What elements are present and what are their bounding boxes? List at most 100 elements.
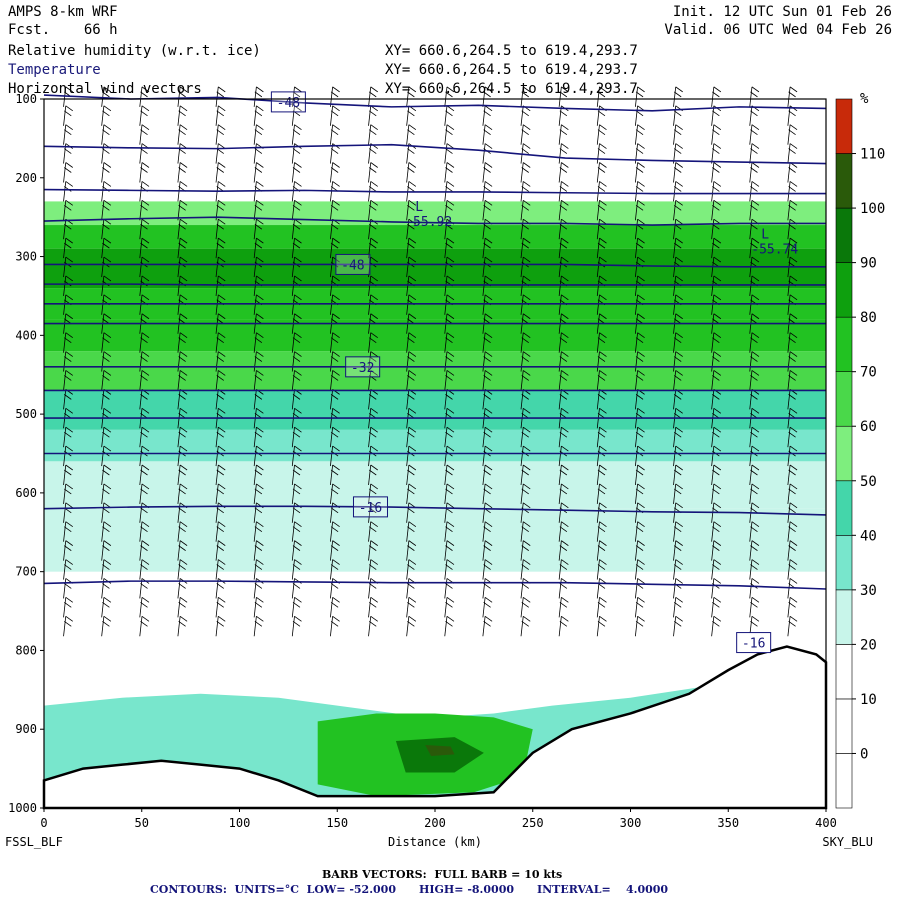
wind-barb-shaft [406, 162, 410, 183]
x-axis-label: Distance (km) [388, 835, 482, 849]
wind-barb-flag [750, 356, 758, 362]
field-wind-label: Horizontal wind vectors [8, 81, 202, 97]
wind-barb-flag [65, 521, 73, 528]
wind-barb-flag [599, 540, 607, 546]
wind-barb-flag [446, 502, 455, 509]
wind-barb-flag [254, 507, 263, 514]
wind-barb-shaft [368, 332, 372, 353]
wind-barb-flag [102, 620, 110, 627]
wind-barb-flag [178, 129, 186, 136]
wind-barb-shaft [63, 238, 67, 259]
wind-barb-flag [712, 167, 720, 173]
rh-band [44, 390, 826, 430]
wind-barb-shaft [101, 105, 105, 126]
wind-barb-flag [256, 540, 264, 546]
wind-barb-flag [445, 129, 453, 136]
wind-barb-flag [673, 545, 682, 551]
wind-barb-shaft [749, 521, 753, 542]
wind-barb-flag [599, 162, 607, 168]
wind-barb-flag [408, 332, 417, 338]
wind-barb-shaft [520, 162, 524, 183]
wind-barb-shaft [101, 162, 105, 183]
wind-barb-flag [712, 223, 720, 230]
wind-barb-shaft [63, 483, 67, 504]
wind-barb-flag [712, 564, 720, 570]
wind-barb-flag [141, 521, 150, 528]
wind-barb-flag [637, 313, 645, 320]
wind-barb-shaft [558, 446, 562, 467]
wind-barb-flag [330, 223, 339, 230]
wind-barb-flag [141, 407, 150, 414]
wind-barb-flag [64, 526, 72, 533]
wind-barb-shaft [406, 389, 410, 410]
wind-barb-flag [599, 199, 607, 206]
wind-barb-shaft [787, 294, 791, 315]
wind-barb-shaft [139, 540, 143, 561]
wind-barb-flag [599, 237, 607, 244]
wind-barb-flag [713, 256, 722, 263]
wind-barb-shaft [520, 521, 524, 542]
wind-barb-flag [332, 407, 340, 414]
wind-barb-flag [370, 445, 378, 452]
wind-barb-flag [102, 507, 110, 514]
wind-barb-flag [483, 223, 491, 230]
wind-barb-shaft [787, 332, 791, 353]
xy-wind: XY= 660.6,264.5 to 619.4,293.7 [385, 81, 638, 97]
wind-barb-flag [256, 162, 264, 168]
wind-barb-flag [179, 483, 188, 490]
wind-barb-shaft [406, 502, 410, 523]
wind-barb-shaft [215, 540, 219, 561]
wind-barb-flag [102, 602, 110, 608]
wind-barb-shaft [253, 616, 257, 637]
wind-barb-shaft [482, 502, 486, 523]
wind-barb-flag [330, 507, 339, 514]
wind-barb-flag [256, 86, 264, 93]
colorbar-segment [835, 153, 853, 209]
wind-barb-shaft [215, 162, 219, 183]
wind-barb-flag [178, 394, 186, 400]
x-tick-label: 50 [135, 816, 149, 830]
wind-barb-shaft [558, 275, 562, 296]
wind-barb-flag [446, 313, 455, 320]
wind-barb-flag [712, 375, 720, 381]
wind-barb-flag [750, 375, 758, 381]
wind-barb-flag [64, 583, 72, 589]
wind-barb-flag [521, 356, 529, 362]
wind-barb-flag [712, 110, 720, 117]
wind-barb-flag [332, 294, 340, 301]
wind-barb-shaft [520, 616, 524, 637]
wind-barb-flag [370, 275, 378, 282]
wind-barb-shaft [215, 446, 219, 467]
wind-barb-flag [635, 129, 644, 136]
wind-barb-shaft [596, 219, 600, 240]
wind-barb-flag [712, 356, 720, 362]
wind-barb-shaft [749, 275, 753, 296]
wind-barb-flag [370, 294, 378, 301]
wind-barb-flag [178, 223, 186, 230]
wind-barb-flag [788, 91, 796, 98]
wind-barb-flag [140, 356, 148, 362]
rh-band [44, 461, 826, 509]
wind-barb-flag [637, 143, 645, 149]
wind-barb-shaft [368, 200, 372, 221]
wind-barb-flag [597, 602, 606, 608]
wind-barb-flag [103, 294, 112, 301]
wind-barb-flag [484, 502, 493, 509]
wind-barb-shaft [215, 275, 219, 296]
wind-barb-flag [216, 110, 224, 117]
wind-barb-flag [713, 143, 722, 149]
wind-barb-shaft [368, 86, 372, 107]
wind-barb-shaft [330, 124, 334, 145]
wind-barb-shaft [520, 105, 524, 126]
wind-barb-flag [713, 313, 722, 320]
wind-barb-flag [599, 407, 607, 414]
wind-barb-shaft [482, 521, 486, 542]
wind-barb-flag [559, 129, 568, 136]
wind-barb-shaft [520, 200, 524, 221]
wind-barb-shaft [291, 446, 295, 467]
wind-barb-flag [216, 242, 224, 249]
wind-barb-flag [179, 275, 188, 282]
wind-barb-flag [330, 167, 339, 173]
wind-barb-flag [484, 275, 493, 282]
wind-barb-shaft [291, 616, 295, 637]
